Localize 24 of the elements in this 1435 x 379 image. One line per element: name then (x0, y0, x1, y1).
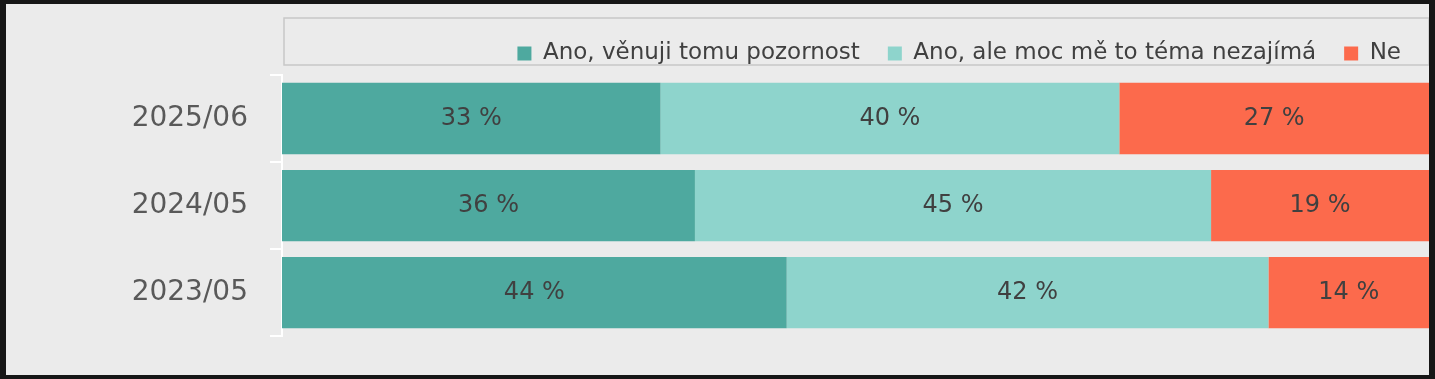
y-tick-label: 2025/06 (131, 99, 248, 133)
bar (1119, 82, 1429, 155)
bar (282, 169, 695, 242)
data-label: 42 % (997, 276, 1059, 305)
data-label: 44 % (503, 276, 565, 305)
bar (660, 82, 1120, 155)
data-label: 45 % (922, 189, 984, 218)
bar (694, 169, 1212, 242)
y-tick-label: 2024/05 (131, 186, 248, 220)
bar (786, 256, 1269, 329)
bar (282, 256, 787, 329)
legend-label: Ano, ale moc mě to téma nezajímá (913, 38, 1317, 65)
bar (1211, 169, 1429, 242)
legend-label: Ano, věnuji tomu pozornost (542, 38, 860, 65)
legend-label: Ne (1369, 38, 1401, 65)
data-label: 33 % (440, 102, 502, 131)
data-label: 19 % (1289, 189, 1351, 218)
bar (1268, 256, 1429, 329)
y-tick-label: 2023/05 (131, 273, 248, 307)
data-label: 36 % (457, 189, 519, 218)
data-label: 14 % (1318, 276, 1380, 305)
data-label: 27 % (1243, 102, 1305, 131)
data-label: 40 % (859, 102, 921, 131)
bar (282, 82, 661, 155)
